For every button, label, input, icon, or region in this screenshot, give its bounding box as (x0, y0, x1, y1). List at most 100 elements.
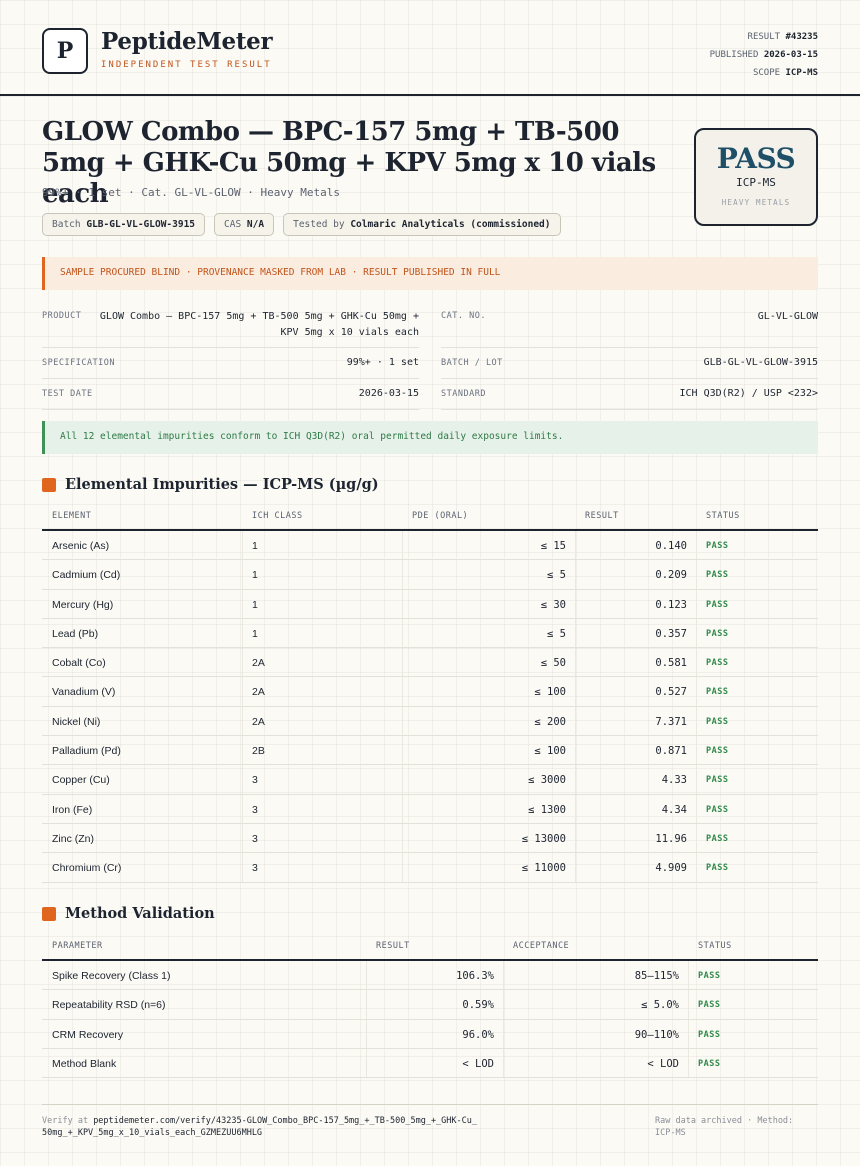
column-divider (402, 765, 403, 794)
ich-class: 3 (252, 803, 258, 816)
column-divider (242, 794, 243, 823)
batch-chip: Batch GLB-GL-VL-GLOW-3915 (42, 213, 206, 236)
element-name: Lead (Pb) (52, 627, 99, 640)
column-divider (688, 1048, 689, 1078)
column-divider (696, 560, 697, 589)
ich-class: 3 (252, 774, 258, 787)
status-badge: PASS (706, 833, 729, 844)
ich-class: 1 (252, 598, 258, 611)
info-label: STANDARD (441, 389, 486, 399)
column-divider (366, 961, 367, 990)
result-value: 0.140 (655, 540, 687, 552)
table-row: Lead (Pb) 1 ≤ 5 0.357 PASS (42, 618, 818, 649)
column-divider (575, 648, 576, 677)
column-divider (402, 531, 403, 560)
table-body: Spike Recovery (Class 1) 106.3% 85–115% PAS… (42, 961, 818, 1079)
pde-limit: ≤ 100 (534, 686, 566, 699)
verify-link[interactable]: peptidemeter.com/verify/43235-GLOW_Combo… (42, 1116, 477, 1138)
column-divider (402, 648, 403, 677)
result-value: 4.34 (661, 803, 687, 816)
page-title: GLOW Combo — BPC-157 5mg + TB-500 5mg + … (42, 117, 656, 209)
column-divider (366, 1019, 367, 1048)
parameter-name: Repeatability RSD (n=6) (52, 999, 166, 1012)
col-result: RESULT (376, 941, 410, 951)
column-divider (242, 531, 243, 560)
result-value: 0.871 (655, 745, 687, 758)
status-badge: PASS (706, 804, 729, 815)
result-value: 0.59% (462, 999, 494, 1012)
column-divider (242, 706, 243, 736)
status-badge: PASS (706, 775, 729, 786)
info-label: PRODUCT (42, 311, 82, 321)
status-badge: PASS (706, 863, 729, 874)
column-divider (575, 677, 576, 706)
ich-class: 3 (252, 862, 258, 875)
column-divider (575, 560, 576, 589)
verify-text: Verify at peptidemeter.com/verify/43235-… (42, 1116, 477, 1138)
report-footer: Verify at peptidemeter.com/verify/43235-… (42, 1104, 818, 1138)
column-divider (503, 1048, 504, 1078)
validation-heading: Method Validation (42, 905, 215, 922)
page-subtitle: 99%+ · 1 set · Cat. GL-VL-GLOW · Heavy M… (42, 186, 341, 199)
column-divider (696, 853, 697, 882)
column-divider (402, 823, 403, 853)
ich-class: 1 (252, 569, 258, 582)
column-divider (575, 706, 576, 736)
column-divider (366, 990, 367, 1019)
column-divider (696, 823, 697, 853)
ich-class: 1 (252, 627, 258, 640)
table-row: Palladium (Pd) 2B ≤ 100 0.871 PASS (42, 736, 818, 766)
info-value: GL-VL-GLOW (757, 311, 818, 322)
table-row: Spike Recovery (Class 1) 106.3% 85–115% PAS… (42, 961, 818, 991)
pde-limit: ≤ 15 (540, 540, 566, 552)
pass-stamp: PASS ICP-MS HEAVY METALS (694, 128, 818, 226)
column-divider (696, 706, 697, 736)
column-divider (575, 531, 576, 560)
column-divider (688, 961, 689, 990)
meta-published: PUBLISHED 2026-03-15 (709, 50, 818, 60)
acceptance-value: 85–115% (634, 970, 679, 982)
column-divider (688, 990, 689, 1019)
col-acceptance: ACCEPTANCE (513, 941, 570, 951)
column-divider (575, 823, 576, 853)
result-value: 4.33 (661, 774, 687, 787)
column-divider (575, 794, 576, 823)
stamp-method: ICP-MS (736, 176, 776, 189)
result-value: 106.3% (456, 970, 494, 982)
cas-chip: CAS N/A (214, 213, 275, 236)
report-meta: RESULT #43235 PUBLISHED 2026-03-15 SCOPE… (710, 28, 818, 82)
table-row: Arsenic (As) 1 ≤ 15 0.140 PASS (42, 531, 818, 561)
result-value: < LOD (462, 1057, 494, 1070)
info-catno: CAT. NO. GL-VL-GLOW (441, 303, 818, 348)
result-value: 7.371 (655, 715, 687, 728)
impurities-table: ELEMENT ICH CLASS PDE (ORAL) RESULT STAT… (42, 508, 818, 883)
info-label: CAT. NO. (441, 311, 486, 321)
column-divider (242, 765, 243, 794)
column-divider (402, 794, 403, 823)
status-badge: PASS (706, 570, 729, 581)
column-divider (696, 589, 697, 618)
info-value: 2026-03-15 (358, 388, 419, 399)
column-divider (503, 990, 504, 1019)
column-divider (575, 853, 576, 882)
table-body: Arsenic (As) 1 ≤ 15 0.140 PASS Cadmium (Cd) 1 ≤… (42, 531, 818, 883)
info-product: PRODUCT GLOW Combo — BPC-157 5mg + TB-50… (42, 303, 419, 348)
col-pde: PDE (ORAL) (412, 511, 469, 521)
ich-class: 3 (252, 832, 258, 845)
column-divider (503, 961, 504, 990)
column-divider (575, 736, 576, 765)
validation-table: PARAMETER RESULT ACCEPTANCE STATUS Spike… (42, 938, 818, 1079)
chip-row: Batch GLB-GL-VL-GLOW-3915 CAS N/A Tested… (42, 213, 561, 236)
ich-class: 2A (252, 657, 265, 670)
status-badge: PASS (698, 1000, 721, 1011)
info-value: GLB-GL-VL-GLOW-3915 (703, 357, 818, 368)
stamp-scope: HEAVY METALS (721, 198, 791, 207)
pde-limit: ≤ 11000 (521, 862, 566, 875)
acceptance-value: 90–110% (634, 1028, 679, 1041)
column-divider (696, 794, 697, 823)
pde-limit: ≤ 13000 (521, 832, 566, 845)
parameter-name: Spike Recovery (Class 1) (52, 970, 171, 982)
ich-class: 2B (252, 745, 265, 758)
element-name: Palladium (Pd) (52, 745, 121, 758)
column-divider (696, 677, 697, 706)
